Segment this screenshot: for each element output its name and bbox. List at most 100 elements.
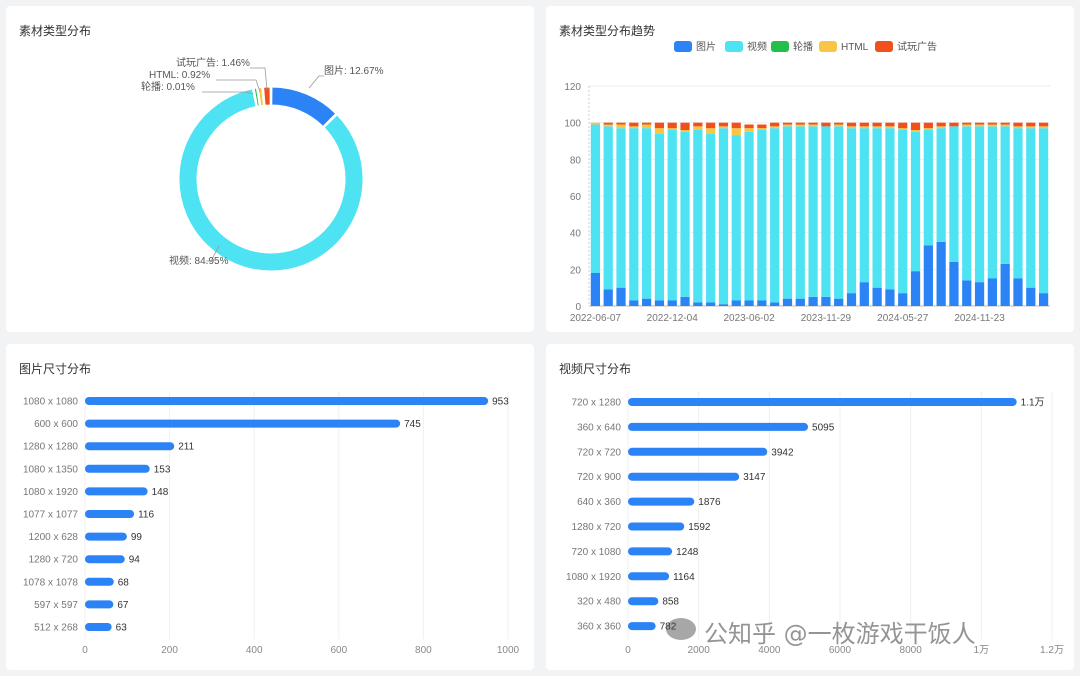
value-label: 94 bbox=[129, 555, 141, 566]
x-tick-label: 4000 bbox=[758, 645, 781, 656]
bar-segment-视频 bbox=[693, 130, 703, 303]
category-label: 1078 x 1078 bbox=[23, 577, 78, 588]
bar-segment-图片 bbox=[859, 282, 869, 306]
category-label: 1200 x 628 bbox=[29, 532, 79, 543]
bar-segment-图片 bbox=[667, 300, 677, 306]
category-label: 1280 x 1280 bbox=[23, 442, 78, 453]
bar-segment-HTML bbox=[872, 126, 882, 129]
x-tick-label: 200 bbox=[161, 645, 178, 656]
bar-segment-图片 bbox=[808, 296, 818, 306]
bar-segment-试玩广告 bbox=[782, 122, 793, 125]
bar-segment-视频 bbox=[962, 126, 972, 281]
bar-segment-视频 bbox=[846, 128, 857, 294]
value-label: 3147 bbox=[743, 472, 766, 483]
image-size-bar-chart: 0 200 400 600 800 1000 1080 x 1080 953 600 x 600… bbox=[23, 391, 520, 656]
bar-segment-HTML bbox=[974, 124, 985, 127]
bar-segment-图片 bbox=[834, 298, 844, 306]
bar-segment-视频 bbox=[642, 128, 652, 299]
bar-segment-图片 bbox=[744, 300, 754, 306]
bar-segment-试玩广告 bbox=[936, 122, 946, 127]
bar-segment-HTML bbox=[795, 124, 805, 127]
pie-slice-试玩广告 bbox=[263, 86, 271, 106]
y-tick-label: 120 bbox=[564, 82, 581, 93]
bar-segment-试玩广告 bbox=[910, 122, 921, 130]
bar-segment-图片 bbox=[821, 296, 831, 306]
bar-segment-视频 bbox=[654, 133, 665, 301]
slice-label: HTML: 0.92% bbox=[149, 70, 210, 81]
bar-segment-图片 bbox=[898, 293, 908, 306]
chart-title: 素材类型分布趋势 bbox=[559, 24, 656, 38]
bar-segment-图片 bbox=[706, 302, 716, 306]
value-label: 99 bbox=[131, 532, 143, 543]
x-tick-label: 0 bbox=[625, 645, 631, 656]
bar-segment-视频 bbox=[782, 126, 793, 299]
bar bbox=[85, 532, 127, 541]
bar-segment-视频 bbox=[795, 126, 805, 299]
x-tick-label: 0 bbox=[82, 645, 88, 656]
y-tick-label: 60 bbox=[570, 192, 582, 203]
bar-segment-试玩广告 bbox=[885, 122, 895, 127]
bar-segment-试玩广告 bbox=[872, 122, 882, 127]
bar-segment-HTML bbox=[962, 124, 972, 127]
bar-segment-试玩广告 bbox=[1038, 122, 1049, 127]
bar-segment-HTML bbox=[718, 126, 729, 129]
bar bbox=[628, 522, 685, 531]
category-label: 1280 x 720 bbox=[572, 522, 622, 533]
bar-segment-图片 bbox=[1013, 278, 1023, 306]
value-label: 68 bbox=[118, 577, 130, 588]
legend-swatch bbox=[674, 41, 692, 52]
bar-segment-图片 bbox=[654, 300, 665, 306]
bar bbox=[85, 510, 135, 518]
slice-label: 图片: 12.67% bbox=[324, 64, 384, 77]
y-tick-label: 40 bbox=[570, 229, 582, 240]
bar-segment-图片 bbox=[1026, 287, 1036, 306]
value-label: 1592 bbox=[688, 522, 711, 533]
x-tick-label: 8000 bbox=[900, 645, 923, 656]
value-label: 211 bbox=[178, 442, 194, 453]
x-tick-label: 1万 bbox=[974, 645, 990, 656]
category-label: 320 x 480 bbox=[577, 597, 621, 608]
stacked-bar-chart: 图片 视频 轮播 HTML 试玩广告 0 20 40 60 80 100 120 2022-06-07 2… bbox=[564, 40, 1050, 324]
bar-segment-试玩广告 bbox=[1013, 122, 1023, 127]
bar bbox=[85, 600, 114, 609]
bar-segment-HTML bbox=[629, 126, 639, 129]
type-trend-panel: 素材类型分布趋势 图片 视频 轮播 HTML 试玩广告 0 20 40 60 80 100 120 20… bbox=[546, 6, 1074, 332]
bar-segment-试玩广告 bbox=[706, 122, 716, 129]
bar-segment-图片 bbox=[910, 271, 921, 306]
bar-segment-HTML bbox=[936, 126, 946, 129]
video-size-panel: 视频尺寸分布 0 2000 4000 6000 8000 1万 1.2万 720 x 1280… bbox=[546, 344, 1074, 670]
category-label: 600 x 600 bbox=[34, 419, 78, 430]
bar-segment-HTML bbox=[642, 124, 652, 129]
value-label: 782 bbox=[660, 622, 677, 633]
bar-segment-HTML bbox=[846, 126, 857, 129]
bar-segment-视频 bbox=[616, 128, 626, 288]
bar-segment-视频 bbox=[1013, 128, 1023, 279]
bar-segment-HTML bbox=[667, 128, 677, 130]
bar-segment-试玩广告 bbox=[923, 122, 933, 129]
bar-segment-HTML bbox=[706, 128, 716, 134]
pie-slice-轮播 bbox=[253, 87, 260, 107]
bar-segment-视频 bbox=[898, 130, 908, 294]
bar-segment-视频 bbox=[1038, 128, 1049, 294]
bar-segment-HTML bbox=[757, 128, 767, 130]
bar-segment-试玩广告 bbox=[667, 122, 677, 129]
bar-segment-HTML bbox=[923, 128, 933, 130]
y-tick-label: 100 bbox=[564, 119, 581, 130]
bar-segment-试玩广告 bbox=[949, 122, 959, 127]
bar-segment-视频 bbox=[667, 130, 677, 301]
legend-swatch bbox=[771, 41, 789, 52]
value-label: 5095 bbox=[812, 422, 835, 433]
bar-segment-试玩广告 bbox=[616, 122, 626, 125]
bar-segment-试玩广告 bbox=[744, 124, 754, 129]
x-tick-label: 2024-05-27 bbox=[877, 313, 929, 324]
value-label: 116 bbox=[138, 510, 154, 521]
bar-segment-图片 bbox=[987, 278, 997, 306]
x-tick-label: 400 bbox=[246, 645, 263, 656]
bar bbox=[628, 398, 1017, 406]
bar-segment-视频 bbox=[731, 135, 741, 301]
video-size-bar-chart: 0 2000 4000 6000 8000 1万 1.2万 720 x 1280 1.1万 360… bbox=[566, 392, 1064, 656]
bar-segment-图片 bbox=[1000, 263, 1010, 306]
category-label: 720 x 900 bbox=[577, 472, 621, 483]
bar bbox=[85, 442, 175, 451]
bar-segment-试玩广告 bbox=[1000, 122, 1010, 125]
